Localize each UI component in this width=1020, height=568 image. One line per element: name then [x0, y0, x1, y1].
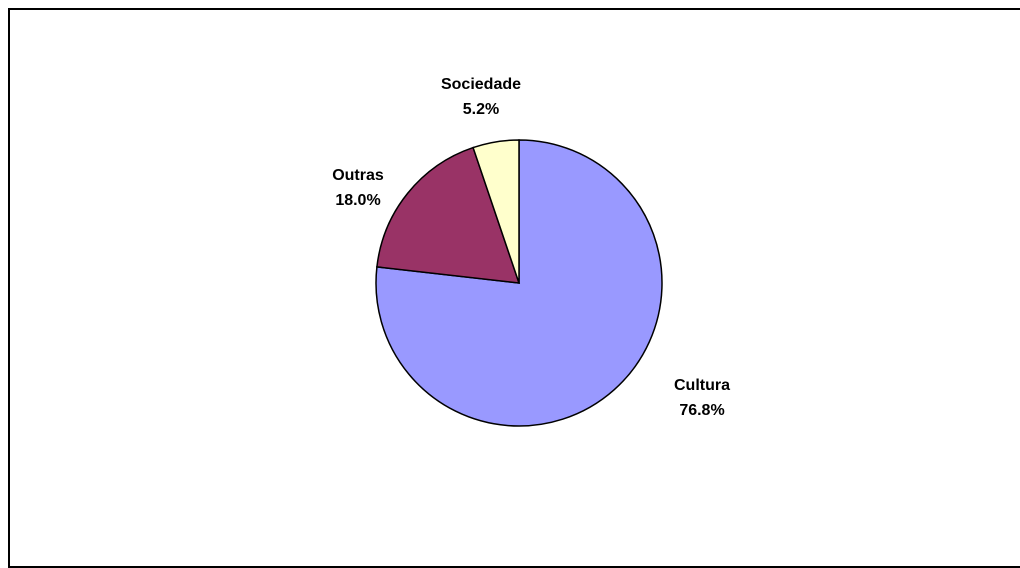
- pie-slice-outras: [376, 146, 521, 284]
- slice-label-outras: Outras: [332, 167, 384, 184]
- slice-percent-cultura: 76.8%: [679, 402, 724, 419]
- slice-percent-outras: 18.0%: [335, 192, 380, 209]
- slice-percent-sociedade: 5.2%: [463, 101, 499, 118]
- pie-slice-sociedade: [472, 139, 520, 284]
- slice-label-sociedade: Sociedade: [441, 76, 521, 93]
- pie-chart: Cultura 76.8% Outras 18.0% Sociedade 5.2%: [332, 76, 730, 427]
- slice-label-cultura: Cultura: [674, 377, 730, 394]
